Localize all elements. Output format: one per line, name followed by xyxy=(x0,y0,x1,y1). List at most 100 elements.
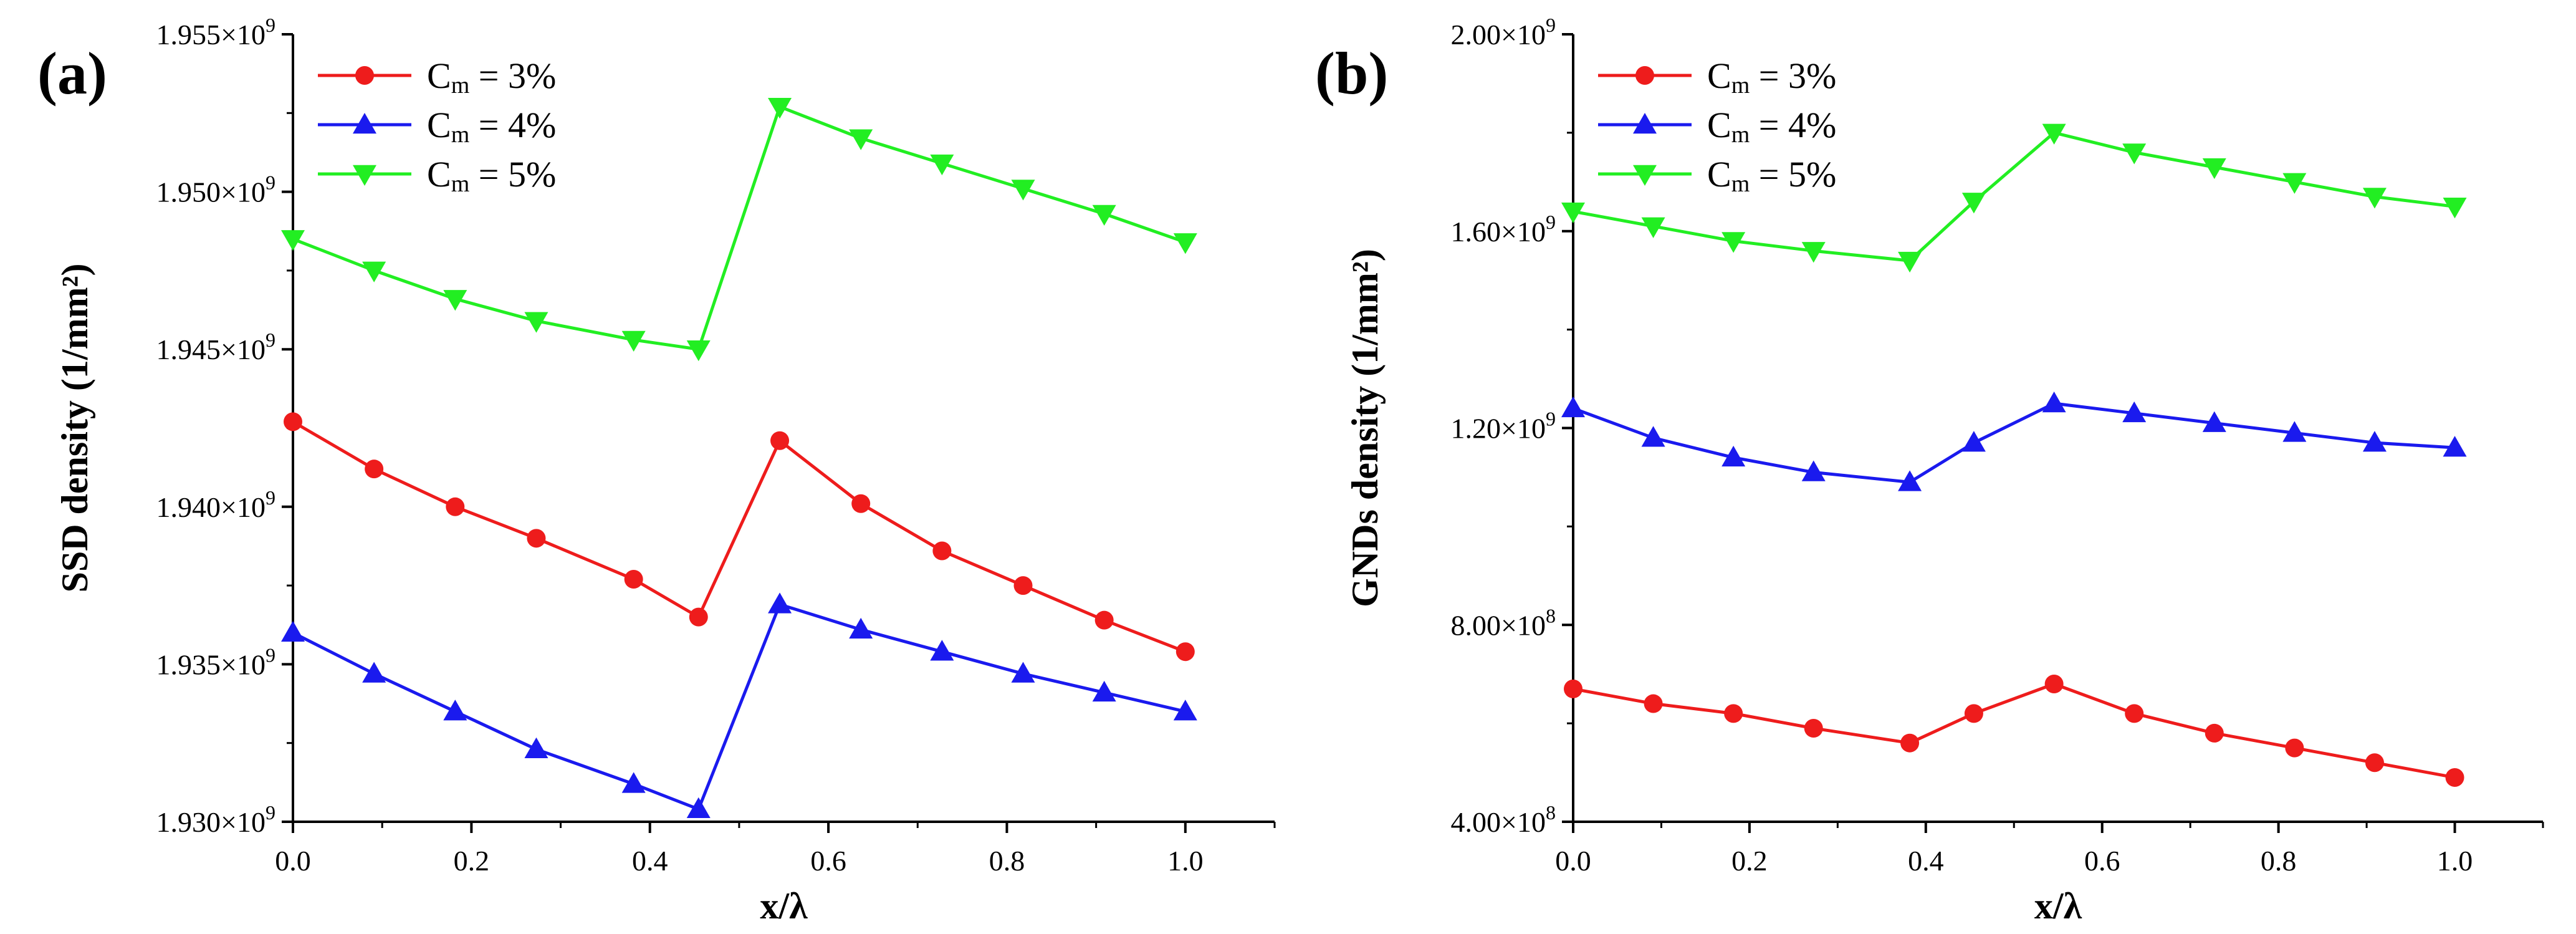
y-tick-label: 8.00×108 xyxy=(1451,604,1556,641)
data-point xyxy=(1013,576,1033,595)
series-4pct xyxy=(281,592,1197,819)
data-point xyxy=(851,494,871,513)
series-line xyxy=(292,104,1186,351)
x-tick-label: 0.8 xyxy=(2261,845,2297,877)
y-tick-label: 1.60×109 xyxy=(1451,211,1556,248)
series-line xyxy=(292,420,1186,653)
data-point xyxy=(1092,680,1116,702)
data-point xyxy=(689,607,708,627)
legend-label: Cm = 5% xyxy=(1707,154,1836,197)
data-point xyxy=(1175,642,1195,662)
x-axis-title: x/λ xyxy=(760,885,808,927)
data-point xyxy=(1011,662,1035,683)
y-tick-label: 1.20×109 xyxy=(1451,408,1556,445)
data-point xyxy=(624,569,643,589)
data-point xyxy=(1804,719,1823,738)
data-point xyxy=(2443,198,2467,219)
y-tick-label: 1.930×109 xyxy=(156,801,275,838)
data-point xyxy=(362,662,386,683)
data-point xyxy=(1561,202,1585,224)
data-point xyxy=(1961,193,1986,214)
data-point xyxy=(2285,738,2304,758)
series-5pct xyxy=(1561,123,2467,273)
legend-label: Cm = 4% xyxy=(427,105,556,148)
data-point xyxy=(2282,173,2307,194)
data-point xyxy=(1900,733,1920,753)
data-point xyxy=(443,700,467,721)
data-point xyxy=(2042,123,2066,145)
x-tick-label: 1.0 xyxy=(2437,845,2473,877)
data-point xyxy=(768,97,792,119)
data-point xyxy=(849,129,873,150)
data-point xyxy=(621,772,646,793)
x-tick-label: 0.0 xyxy=(1555,845,1591,877)
x-tick-label: 0.8 xyxy=(989,845,1025,877)
legend: Cm = 3% Cm = 4% Cm = 5% xyxy=(318,55,556,197)
data-point xyxy=(1641,217,1665,238)
y-tick-label: 1.955×109 xyxy=(156,14,275,51)
chart-panel-a: (a) 0.0 0.2 0.4 0.6 0.8 1.0 1.930×109 1.935×109 1… xyxy=(37,14,1276,927)
data-point xyxy=(2365,753,2384,773)
data-point xyxy=(2205,723,2224,743)
data-point xyxy=(527,529,546,548)
legend-marker xyxy=(353,165,376,186)
legend-marker xyxy=(355,66,374,85)
x-axis-title: x/λ xyxy=(2034,885,2082,927)
y-tick-label: 2.00×109 xyxy=(1451,14,1556,51)
panel-label: (a) xyxy=(37,40,107,107)
data-point xyxy=(2125,704,2144,723)
data-point xyxy=(2282,421,2307,442)
data-point xyxy=(1721,445,1746,467)
y-tick-label: 4.00×108 xyxy=(1451,801,1556,838)
data-point xyxy=(1801,460,1826,481)
series-line xyxy=(292,602,1186,812)
data-point xyxy=(1173,233,1197,254)
legend: Cm = 3% Cm = 4% Cm = 5% xyxy=(1598,55,1836,197)
chart-panel-b: (b) 0.0 0.2 0.4 0.6 0.8 1.0 4.00×108 8.00×108 1.2… xyxy=(1315,14,2544,927)
data-point xyxy=(1721,232,1746,253)
legend-label: Cm = 5% xyxy=(427,154,556,197)
y-axis-title: SSD density (1/mm²) xyxy=(54,263,95,592)
x-tick-label: 1.0 xyxy=(1167,845,1204,877)
legend-marker xyxy=(353,113,376,134)
y-tick-label: 1.950×109 xyxy=(156,171,275,208)
data-point xyxy=(1898,251,1922,273)
series-4pct xyxy=(1561,392,2467,491)
y-axis-title: GNDs density (1/mm²) xyxy=(1344,249,1386,607)
x-tick-label: 0.2 xyxy=(454,845,490,877)
data-point xyxy=(446,497,465,516)
data-point xyxy=(2202,411,2226,432)
data-point xyxy=(284,412,302,431)
panel-label: (b) xyxy=(1315,40,1388,107)
data-point xyxy=(365,460,384,479)
data-point xyxy=(524,312,548,333)
data-point xyxy=(1561,396,1585,418)
y-tick-label: 1.940×109 xyxy=(156,486,275,523)
x-tick-label: 0.2 xyxy=(1731,845,1768,877)
series-3pct xyxy=(1564,674,2464,787)
data-point xyxy=(2122,143,2147,165)
data-point xyxy=(1641,426,1665,447)
y-tick-label: 1.945×109 xyxy=(156,329,275,365)
legend-label: Cm = 4% xyxy=(1707,105,1836,148)
data-point xyxy=(2122,401,2147,423)
data-point xyxy=(2202,158,2226,180)
data-point xyxy=(1961,431,1986,452)
data-point xyxy=(849,617,873,639)
x-tick-label: 0.6 xyxy=(2084,845,2120,877)
data-point xyxy=(1094,610,1114,630)
legend-marker xyxy=(1635,66,1654,85)
data-point xyxy=(1898,470,1922,491)
data-point xyxy=(932,541,952,561)
legend-label: Cm = 3% xyxy=(427,55,556,99)
data-point xyxy=(686,797,711,819)
series-line xyxy=(1573,402,2455,484)
data-point xyxy=(2362,188,2387,209)
x-tick-label: 0.4 xyxy=(1908,845,1944,877)
data-point xyxy=(930,640,954,661)
data-point xyxy=(770,431,790,450)
series-line xyxy=(1573,131,2455,262)
data-point xyxy=(1964,704,1983,723)
series-5pct xyxy=(281,97,1197,362)
